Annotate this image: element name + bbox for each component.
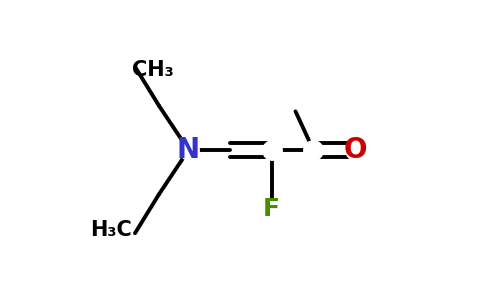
- Text: H₃C: H₃C: [91, 220, 132, 240]
- Text: N: N: [177, 136, 200, 164]
- Text: F: F: [263, 197, 280, 221]
- Text: O: O: [343, 136, 367, 164]
- Text: CH₃: CH₃: [132, 60, 174, 80]
